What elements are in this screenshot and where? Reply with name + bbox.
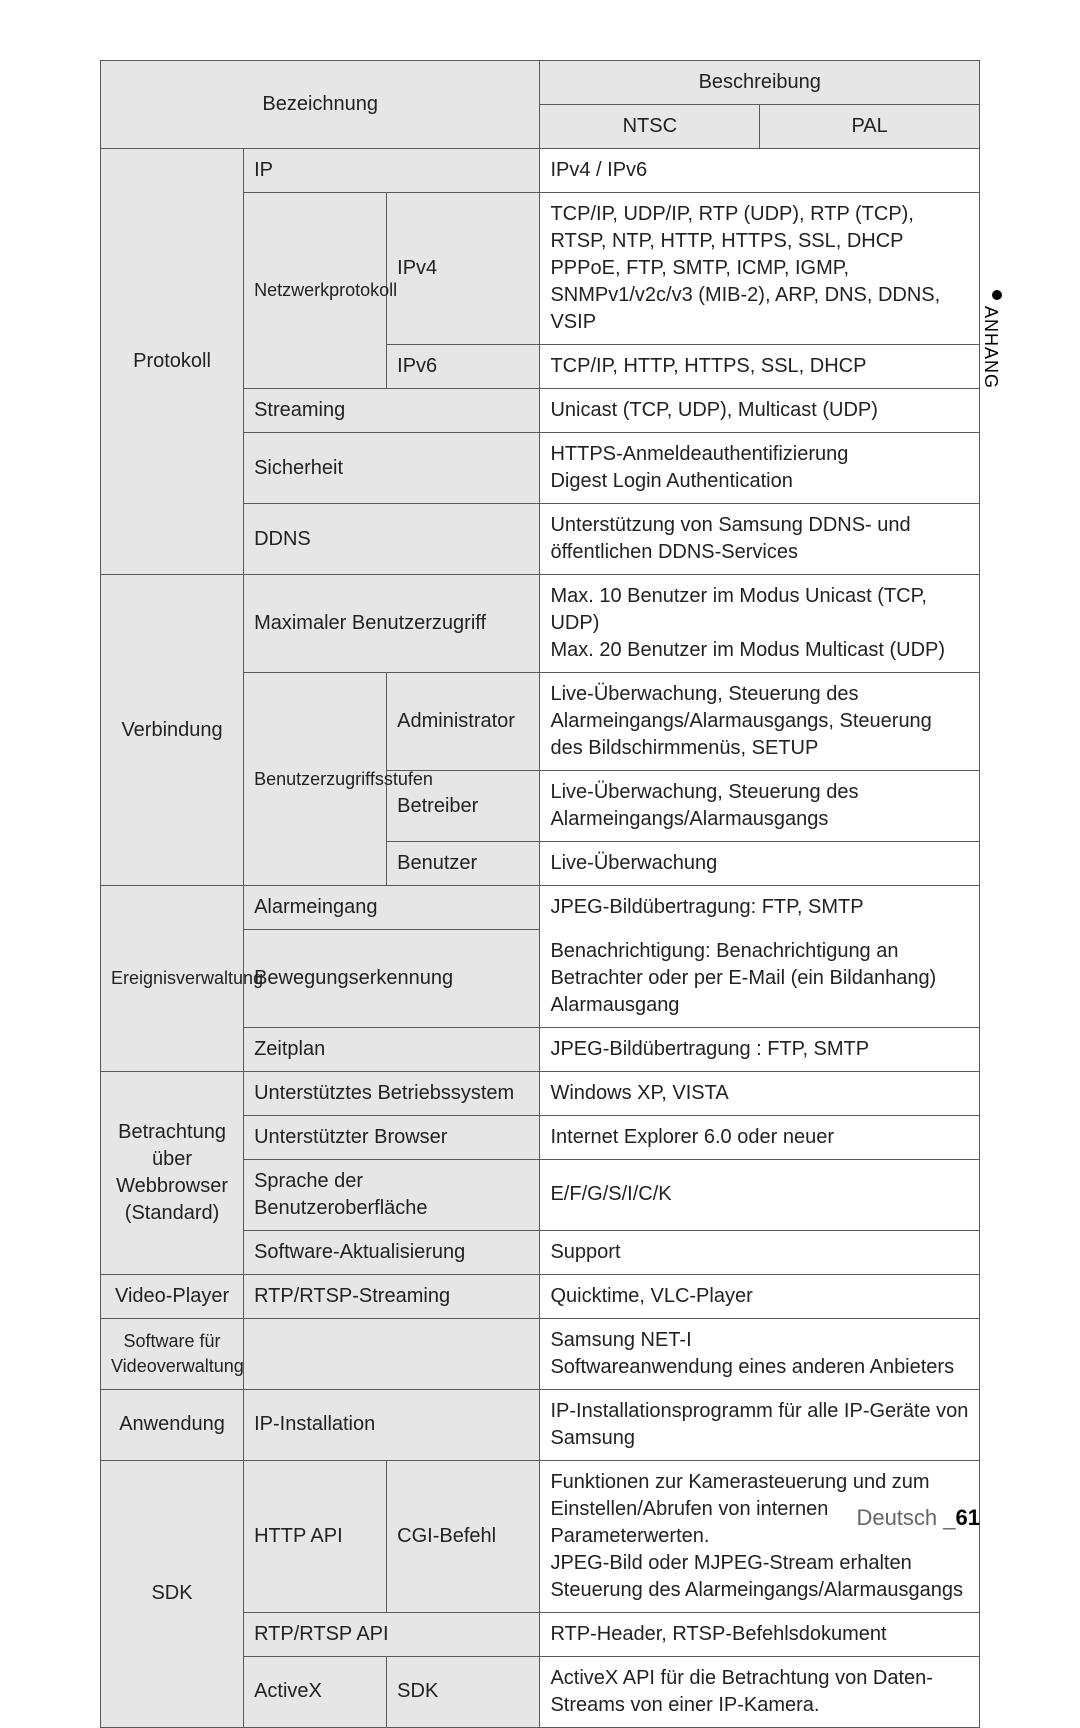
cell-rtprtsp-value: RTP-Header, RTSP-Befehlsdokument bbox=[540, 1612, 980, 1656]
cell-os-label: Unterstütztes Betriebssystem bbox=[244, 1071, 540, 1115]
cell-protokoll: Protokoll bbox=[101, 149, 244, 575]
table-row: Anwendung IP-Installation IP-Installatio… bbox=[101, 1389, 980, 1460]
table-header-row: Bezeichnung Beschreibung bbox=[101, 61, 980, 105]
cell-videoplayer-value: Quicktime, VLC-Player bbox=[540, 1274, 980, 1318]
header-bezeichnung: Bezeichnung bbox=[101, 61, 540, 149]
side-tab-bar bbox=[980, 440, 1014, 830]
cell-httpapi-sub: CGI-Befehl bbox=[387, 1460, 540, 1612]
cell-admin-value: Live-Überwachung, Steuerung des Alarmein… bbox=[540, 673, 980, 771]
cell-benutzer-label: Benutzer bbox=[387, 842, 540, 886]
cell-betrachtung: Betrachtung über Webbrowser (Standard) bbox=[101, 1071, 244, 1274]
cell-software-label: Software-Aktualisierung bbox=[244, 1230, 540, 1274]
cell-ip-value: IPv4 / IPv6 bbox=[540, 149, 980, 193]
cell-ereignis: Ereignisverwaltung bbox=[101, 886, 244, 1072]
cell-rtprtsp-label: RTP/RTSP API bbox=[244, 1612, 540, 1656]
cell-ipv4-value: TCP/IP, UDP/IP, RTP (UDP), RTP (TCP), RT… bbox=[540, 193, 980, 345]
cell-sprache-label: Sprache der Benutzeroberfläche bbox=[244, 1159, 540, 1230]
cell-browser-label: Unterstützter Browser bbox=[244, 1115, 540, 1159]
cell-zeitplan-label: Zeitplan bbox=[244, 1027, 540, 1071]
cell-browser-value: Internet Explorer 6.0 oder neuer bbox=[540, 1115, 980, 1159]
side-tab: ANHANG bbox=[980, 290, 1014, 830]
cell-softwarevideo: Software für Videoverwaltung bbox=[101, 1318, 244, 1389]
cell-software-value: Support bbox=[540, 1230, 980, 1274]
cell-softwarevideo-sub bbox=[244, 1318, 540, 1389]
header-pal: PAL bbox=[760, 105, 980, 149]
cell-maxuser-value: Max. 10 Benutzer im Modus Unicast (TCP, … bbox=[540, 575, 980, 673]
cell-bewegung-label: Bewegungserkennung bbox=[244, 930, 540, 1028]
cell-netproto-label: Netzwerkprotokoll bbox=[244, 193, 387, 389]
cell-bewegung-value: Benachrichtigung: Benachrichtigung an Be… bbox=[540, 930, 980, 1028]
spec-table: Bezeichnung Beschreibung NTSC PAL Protok… bbox=[100, 60, 980, 1728]
cell-streaming-value: Unicast (TCP, UDP), Multicast (UDP) bbox=[540, 389, 980, 433]
header-beschreibung: Beschreibung bbox=[540, 61, 980, 105]
cell-activex-value: ActiveX API für die Betrachtung von Date… bbox=[540, 1656, 980, 1727]
cell-os-value: Windows XP, VISTA bbox=[540, 1071, 980, 1115]
cell-verbindung: Verbindung bbox=[101, 575, 244, 886]
table-row: Verbindung Maximaler Benutzerzugriff Max… bbox=[101, 575, 980, 673]
cell-maxuser-label: Maximaler Benutzerzugriff bbox=[244, 575, 540, 673]
side-tab-label: ANHANG bbox=[980, 306, 1001, 389]
cell-ddns-label: DDNS bbox=[244, 504, 540, 575]
cell-activex-sub: SDK bbox=[387, 1656, 540, 1727]
page-footer: Deutsch _61 bbox=[856, 1505, 980, 1531]
cell-softwarevideo-value: Samsung NET-ISoftwareanwendung eines and… bbox=[540, 1318, 980, 1389]
page: Bezeichnung Beschreibung NTSC PAL Protok… bbox=[0, 0, 1080, 1571]
table-row: Protokoll IP IPv4 / IPv6 bbox=[101, 149, 980, 193]
cell-stufen-label: Benutzerzugriffsstufen bbox=[244, 673, 387, 886]
cell-sicherheit-value: HTTPS-AnmeldeauthentifizierungDigest Log… bbox=[540, 433, 980, 504]
cell-anwendung-sub: IP-Installation bbox=[244, 1389, 540, 1460]
cell-betreiber-value: Live-Überwachung, Steuerung des Alarmein… bbox=[540, 771, 980, 842]
cell-ddns-value: Unterstützung von Samsung DDNS- und öffe… bbox=[540, 504, 980, 575]
header-ntsc: NTSC bbox=[540, 105, 760, 149]
cell-httpapi-label: HTTP API bbox=[244, 1460, 387, 1612]
bullet-icon bbox=[992, 290, 1002, 300]
cell-ip-label: IP bbox=[244, 149, 540, 193]
cell-ipv6-value: TCP/IP, HTTP, HTTPS, SSL, DHCP bbox=[540, 345, 980, 389]
footer-page-number: 61 bbox=[956, 1505, 980, 1530]
table-row: Ereignisverwaltung Alarmeingang JPEG-Bil… bbox=[101, 886, 980, 930]
cell-benutzer-value: Live-Überwachung bbox=[540, 842, 980, 886]
table-row: Software für Videoverwaltung Samsung NET… bbox=[101, 1318, 980, 1389]
cell-httpapi-value: Funktionen zur Kamerasteuerung und zum E… bbox=[540, 1460, 980, 1612]
cell-anwendung: Anwendung bbox=[101, 1389, 244, 1460]
cell-alarmeingang-label: Alarmeingang bbox=[244, 886, 540, 930]
cell-anwendung-value: IP-Installationsprogramm für alle IP-Ger… bbox=[540, 1389, 980, 1460]
cell-zeitplan-value: JPEG-Bildübertragung : FTP, SMTP bbox=[540, 1027, 980, 1071]
cell-sprache-value: E/F/G/S/I/C/K bbox=[540, 1159, 980, 1230]
cell-sdk: SDK bbox=[101, 1460, 244, 1727]
cell-videoplayer: Video-Player bbox=[101, 1274, 244, 1318]
table-row: Video-Player RTP/RTSP-Streaming Quicktim… bbox=[101, 1274, 980, 1318]
table-row: SDK HTTP API CGI-Befehl Funktionen zur K… bbox=[101, 1460, 980, 1612]
cell-ipv4-label: IPv4 bbox=[387, 193, 540, 345]
cell-alarmeingang-value: JPEG-Bildübertragung: FTP, SMTP bbox=[540, 886, 980, 930]
cell-activex-label: ActiveX bbox=[244, 1656, 387, 1727]
footer-lang: Deutsch _ bbox=[856, 1505, 955, 1530]
table-row: Betrachtung über Webbrowser (Standard) U… bbox=[101, 1071, 980, 1115]
cell-ipv6-label: IPv6 bbox=[387, 345, 540, 389]
cell-sicherheit-label: Sicherheit bbox=[244, 433, 540, 504]
cell-videoplayer-sub: RTP/RTSP-Streaming bbox=[244, 1274, 540, 1318]
cell-streaming-label: Streaming bbox=[244, 389, 540, 433]
cell-admin-label: Administrator bbox=[387, 673, 540, 771]
